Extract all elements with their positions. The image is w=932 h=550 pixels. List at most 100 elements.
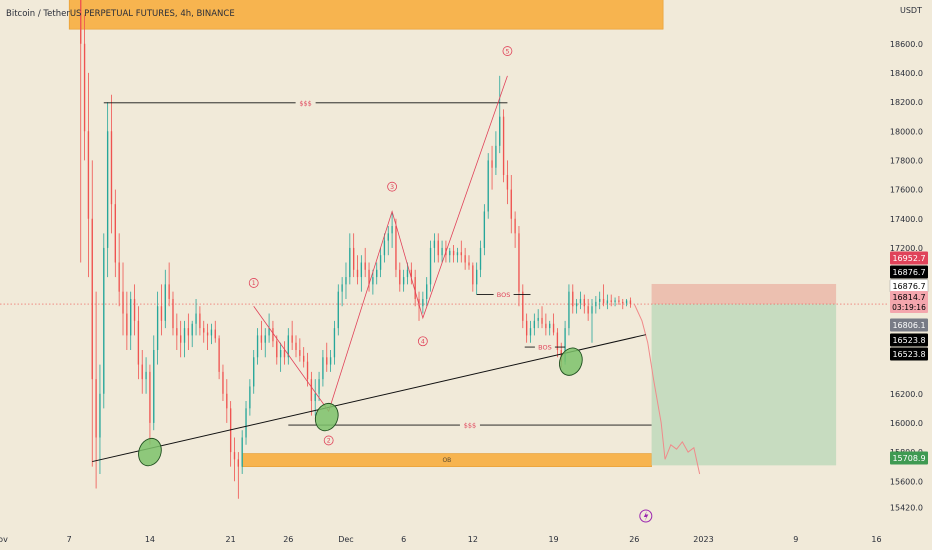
candle-body (533, 320, 536, 329)
candle-body (514, 218, 516, 234)
candle-body (426, 284, 428, 299)
y-tick-label: 15420.0 (890, 504, 923, 513)
chart-title: Bitcoin / TetherUS PERPETUAL FUTURES, 4h… (6, 9, 235, 19)
price-label-tag (890, 451, 928, 465)
candle-body (522, 291, 524, 321)
candle-body (149, 371, 151, 423)
highlight-ellipse (559, 347, 583, 376)
price-label-tag (890, 333, 928, 347)
candle-body (387, 233, 389, 241)
wave-label: 4 (421, 339, 425, 346)
x-tick-label: Dec (338, 535, 353, 544)
y-tick-label: 17800.0 (890, 156, 923, 165)
x-tick-label: 16 (871, 535, 881, 544)
candle-body (253, 357, 255, 387)
candle-body (83, 43, 86, 132)
candle-body (349, 247, 351, 278)
candle-body (199, 313, 201, 329)
candle-body (529, 328, 532, 336)
lightning-bolt-icon (643, 511, 649, 521)
price-label-tag (890, 347, 928, 361)
candle-body (299, 350, 301, 356)
liquidity-label: $$$ (299, 99, 311, 107)
x-tick-label: 12 (468, 535, 478, 544)
candle-body (245, 408, 247, 438)
candle-body (310, 379, 313, 402)
price-label-value: 16952.7 (892, 254, 925, 263)
candle-body (479, 247, 482, 270)
candle-body (422, 298, 424, 307)
candle-body (333, 328, 336, 358)
wave-label: 3 (390, 184, 394, 191)
candle-body (602, 298, 605, 304)
candle-body (133, 298, 136, 321)
y-tick-label: 18000.0 (890, 127, 923, 136)
candle-body (191, 323, 193, 336)
candle-body (587, 306, 589, 314)
candle-body (464, 255, 466, 263)
candle-body (214, 329, 216, 339)
candle-body (160, 306, 163, 321)
y-tick-label: 16200.0 (890, 390, 923, 399)
level-label-bg (295, 98, 316, 107)
currency-unit: USDT (900, 6, 922, 15)
candle-body (402, 277, 405, 285)
candle-body (295, 342, 297, 350)
x-tick-label: 26 (629, 535, 639, 544)
y-tick-label: 15600.0 (890, 477, 923, 486)
candle-body (595, 301, 597, 307)
candle-body (137, 320, 140, 365)
candle-body (256, 335, 259, 358)
bos-label: BOS (538, 344, 552, 352)
liquidity-label: $$$ (464, 422, 476, 430)
x-tick-label: 14 (145, 535, 155, 544)
candle-body (487, 160, 489, 212)
candle-body (545, 323, 547, 329)
candle-body (314, 393, 316, 402)
candle-body (372, 277, 374, 285)
candle-body (322, 357, 324, 380)
candle-body (103, 247, 105, 394)
candle-body (122, 291, 124, 314)
candle-body (226, 393, 228, 409)
candle-body (130, 298, 132, 336)
y-tick-label: 17200.0 (890, 244, 923, 253)
candle-body (172, 298, 174, 329)
candle-body (260, 335, 263, 343)
candle-body (575, 303, 578, 307)
candle-body (379, 255, 382, 270)
candle-body (525, 320, 528, 336)
candle-body (341, 284, 343, 292)
candle-body (552, 323, 555, 333)
candle-body (345, 277, 347, 285)
candle-body (329, 357, 332, 365)
candle-body (99, 393, 101, 438)
candle-body (326, 357, 328, 365)
candle-body (383, 240, 386, 256)
candle-body (599, 298, 601, 302)
candle-body (95, 379, 97, 438)
level-label-bg (459, 421, 480, 430)
wave-marker (323, 435, 334, 446)
candle-body (337, 291, 339, 329)
candle-body (352, 247, 355, 270)
candle-body (410, 269, 412, 278)
candle-body (87, 131, 90, 219)
candle-body (164, 284, 166, 321)
candle-body (237, 459, 240, 467)
candle-body (510, 189, 512, 219)
candle-body (452, 250, 455, 256)
candle-body (80, 0, 82, 44)
x-tick-label: 6 (401, 535, 406, 544)
x-tick-label: 26 (283, 535, 293, 544)
highlight-ellipse (314, 402, 339, 432)
candle-body (437, 240, 439, 256)
y-tick-label: 17600.0 (890, 186, 923, 195)
price-label-value: 16523.8 (892, 350, 925, 359)
candle-body (368, 269, 370, 285)
candle-body (106, 131, 109, 248)
candle-body (176, 328, 178, 336)
lightning-icon (639, 509, 653, 523)
